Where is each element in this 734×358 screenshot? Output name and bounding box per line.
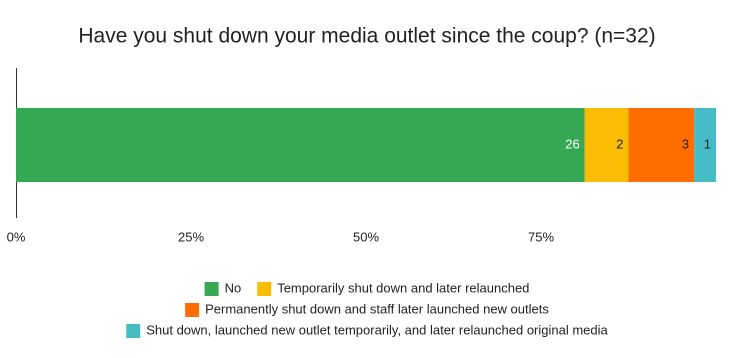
x-tick-label: 75% bbox=[528, 229, 554, 244]
x-tick-label: 25% bbox=[178, 229, 204, 244]
legend-swatch bbox=[126, 324, 141, 338]
legend-label: No bbox=[225, 280, 242, 295]
legend-swatch bbox=[257, 282, 272, 296]
bar-segment bbox=[584, 108, 629, 182]
bar-segment bbox=[628, 108, 695, 182]
legend-label: Shut down, launched new outlet temporari… bbox=[146, 322, 608, 337]
data-label: 2 bbox=[616, 136, 623, 151]
x-tick-label: 0% bbox=[7, 229, 26, 244]
legend-swatch bbox=[204, 282, 219, 296]
data-label: 1 bbox=[704, 136, 711, 151]
bar-segment bbox=[16, 108, 585, 182]
legend-swatch bbox=[185, 303, 200, 317]
data-label: 26 bbox=[565, 136, 579, 151]
chart-title: Have you shut down your media outlet sin… bbox=[78, 25, 655, 48]
bar-segment bbox=[694, 108, 716, 182]
x-tick-label: 50% bbox=[353, 229, 379, 244]
data-label: 3 bbox=[682, 136, 689, 151]
legend-label: Permanently shut down and staff later la… bbox=[205, 301, 549, 316]
legend-label: Temporarily shut down and later relaunch… bbox=[277, 280, 529, 295]
